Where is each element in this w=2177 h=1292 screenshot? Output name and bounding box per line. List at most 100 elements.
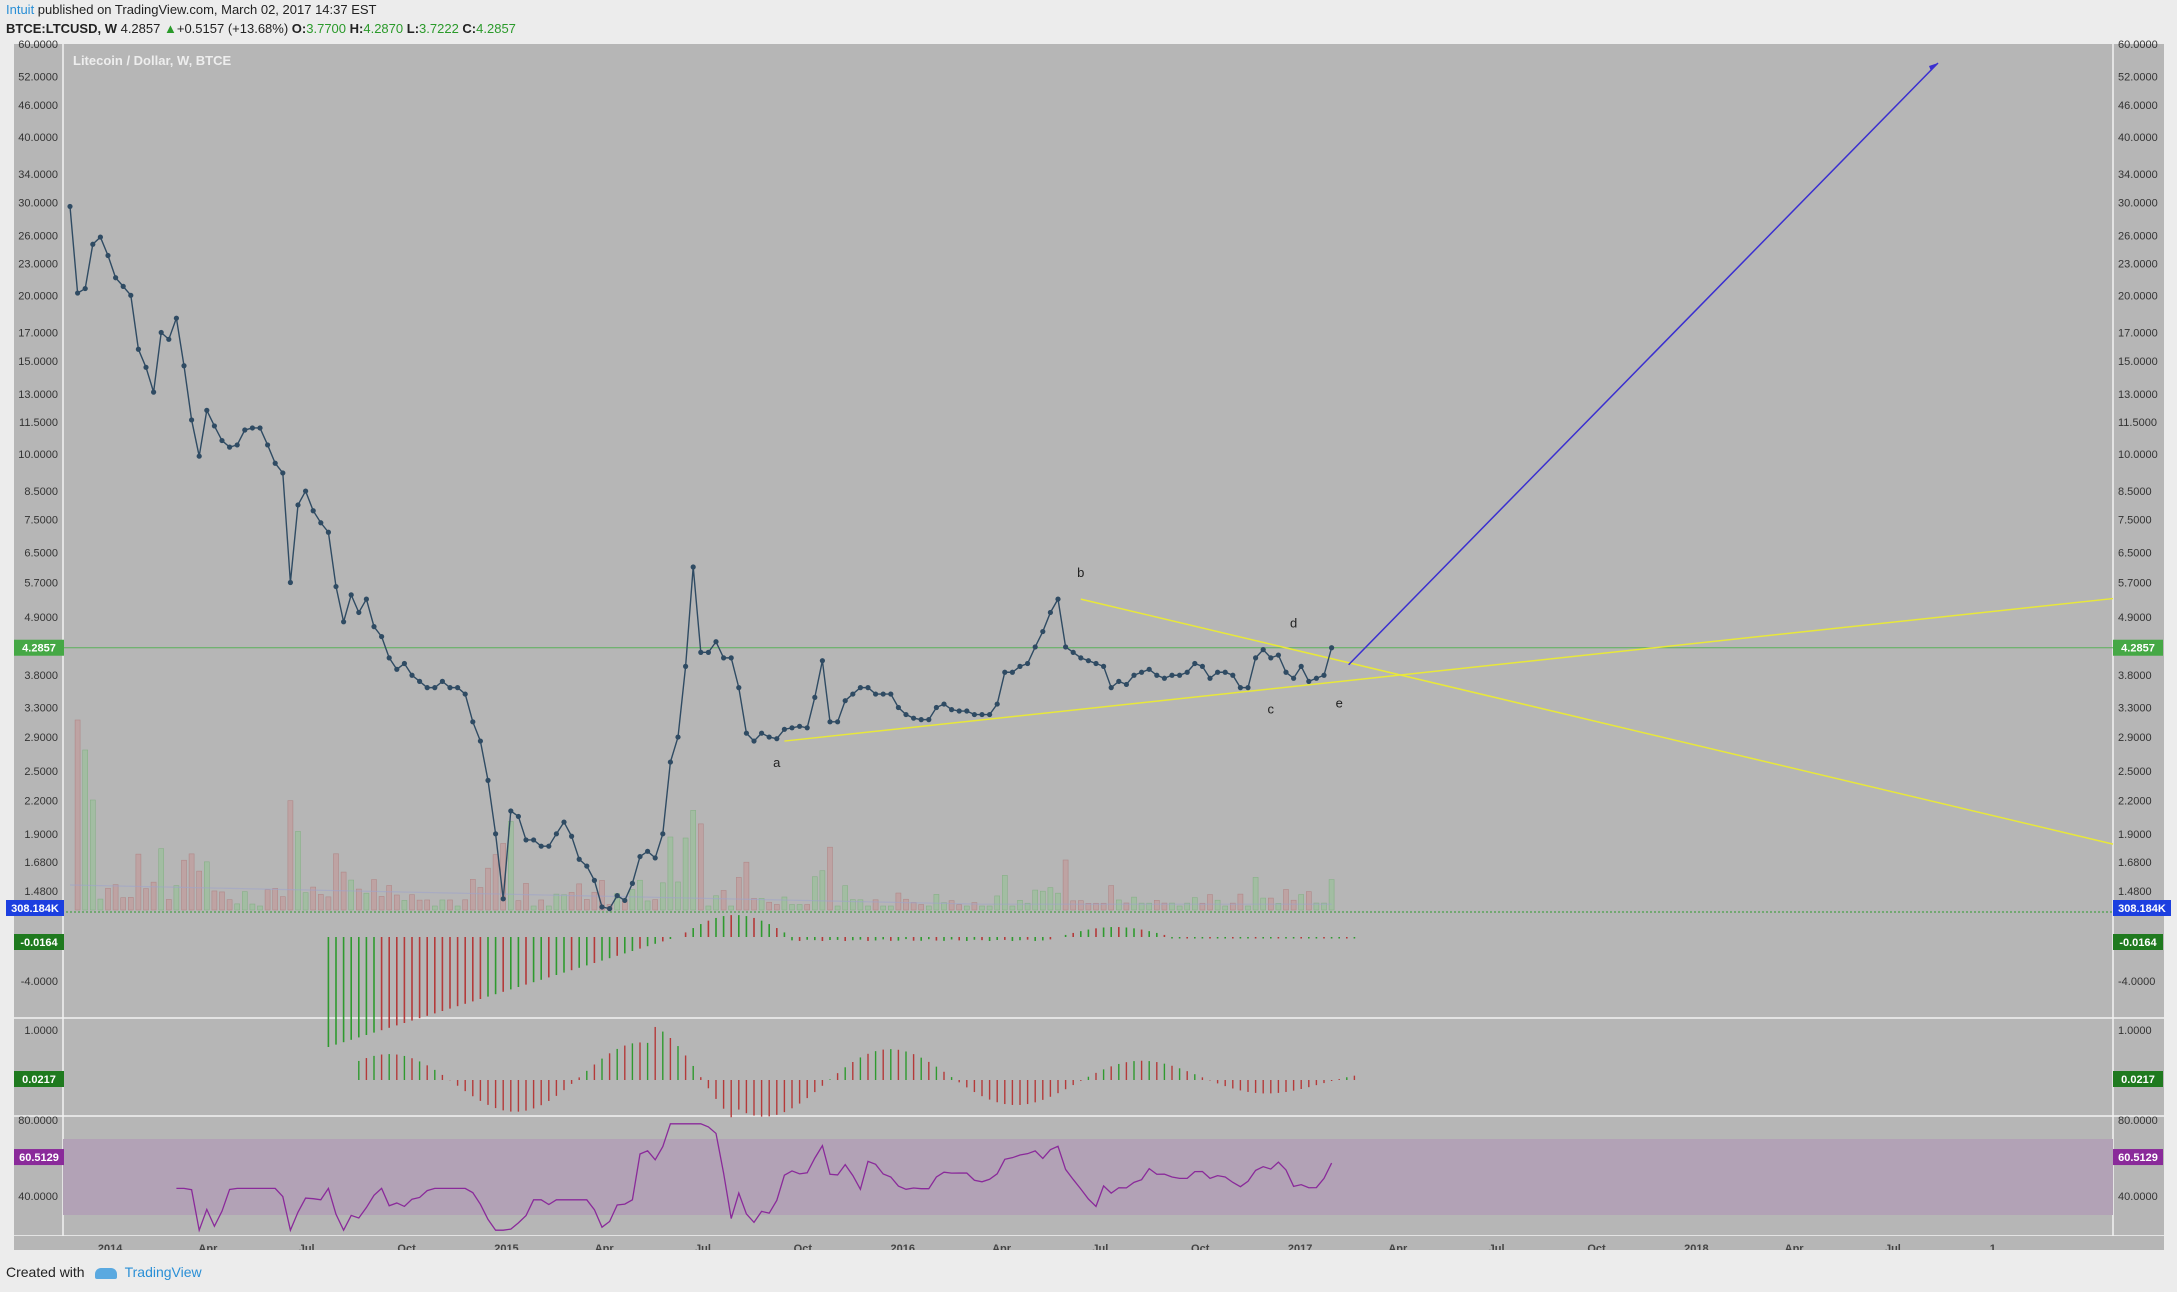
price-point [690,564,696,570]
y-tick-left: 15.0000 [18,356,58,368]
volume-bar [842,885,849,911]
volume-bar [393,894,400,911]
tradingview-link[interactable]: TradingView [124,1264,202,1280]
volume-bar [561,894,567,911]
y-tick-left: 4.9000 [24,612,58,624]
volume-bar [1275,903,1282,911]
y-tick-left: 3.8000 [24,670,58,682]
volume-bar [386,885,393,911]
volume-bar [1108,885,1114,911]
tradingview-cloud-icon [94,1267,117,1279]
price-point [173,315,179,321]
volume-bar [986,905,993,911]
y-tick-right: 11.5000 [2118,417,2157,429]
volume-bar [226,899,233,911]
y-tick-left: 30.0000 [18,198,58,210]
price-point [1002,669,1008,675]
price-point [1177,672,1183,678]
chart-background [14,44,2164,1249]
oscillator-badge-left: 0.0217 [22,1074,56,1086]
volume-bar [887,905,894,911]
volume-bar [675,881,681,911]
macd-badge-right: -0.0164 [2119,937,2157,949]
y-tick-right: 46.0000 [2118,100,2158,112]
volume-bar [211,890,218,911]
last-price-badge-left-bg [14,639,64,656]
osc-tick-right: 1.0000 [2118,1025,2152,1037]
created-with: Created with [6,1264,85,1280]
volume-bar [720,890,727,911]
price-point [759,730,765,736]
volume-bar [971,902,978,911]
volume-bar [219,891,225,911]
last-price-badge-right-bg [2113,639,2163,656]
volume-bar [948,900,955,911]
y-tick-left: 13.0000 [18,389,58,401]
price-point [941,701,947,707]
volume-bar [317,894,324,911]
projection-arrow [1348,62,1939,666]
y-tick-left: 2.5000 [24,766,58,778]
price-point [584,863,590,869]
volume-bar [538,899,545,911]
y-tick-right: 17.0000 [2118,328,2158,340]
volume-bar [1047,887,1054,911]
y-tick-left: 17.0000 [18,328,58,340]
price-point [341,619,347,625]
price-point [196,453,202,459]
price-point [698,649,704,655]
price-point [1253,655,1259,661]
x-tick: Jul [695,1243,711,1250]
rsi-tick-left: 40.0000 [18,1191,58,1203]
volume-bar [515,900,522,911]
y-tick-right: 20.0000 [2118,290,2158,302]
volume-bar [97,898,104,911]
volume-bar [781,896,788,911]
price-point [857,685,864,691]
price-point [386,655,392,661]
price-point [607,906,613,912]
price-point [310,508,316,514]
y-tick-right: 60.0000 [2118,39,2158,51]
price-point [1055,596,1061,602]
price-point [333,583,339,590]
y-tick-left: 6.5000 [24,547,58,559]
author-link[interactable]: Intuit [6,2,35,17]
y-tick-right: 5.7000 [2118,577,2152,589]
x-tick: Jul [1489,1243,1505,1250]
price-point [1078,655,1084,661]
price-point [781,726,788,732]
volume-bar [1032,889,1038,911]
volume-bar [424,899,431,911]
volume-bar [766,901,773,911]
volume-bar [728,905,735,911]
price-point [363,596,369,602]
volume-bar [363,892,370,911]
price-chart[interactable]: a b c d e -0.0164 -0.0164 0.0217 0.0217 60.512… [0,0,2177,1250]
volume-bar [682,837,689,911]
volume-bar [857,899,864,911]
x-tick: Oct [1191,1243,1210,1250]
y-tick-right: 1.4800 [2118,886,2152,898]
volume-bar [355,888,362,911]
y-tick-right: 40.0000 [2118,132,2158,144]
price-point [553,831,560,837]
y-tick-left: 8.5000 [24,486,58,498]
y-tick-left: 1.6800 [24,857,58,869]
volume-ma-line [69,884,1332,905]
open-label: O: [291,21,307,36]
volume-bar [637,879,643,911]
volume-bar [1062,859,1069,911]
volume-bar [74,719,81,911]
last-price-badge-left: 4.2857 [22,643,56,655]
price-point [508,808,514,814]
time-axis-background [14,1236,2164,1250]
price-point [1009,669,1016,675]
price-point [227,444,233,450]
oscillator-badge-left-bg [14,1071,64,1087]
wave-label-c: c [1268,702,1275,717]
x-tick: 2016 [891,1243,915,1250]
price-point [318,520,324,526]
volume-bar [249,903,256,911]
price-point [1139,669,1145,675]
